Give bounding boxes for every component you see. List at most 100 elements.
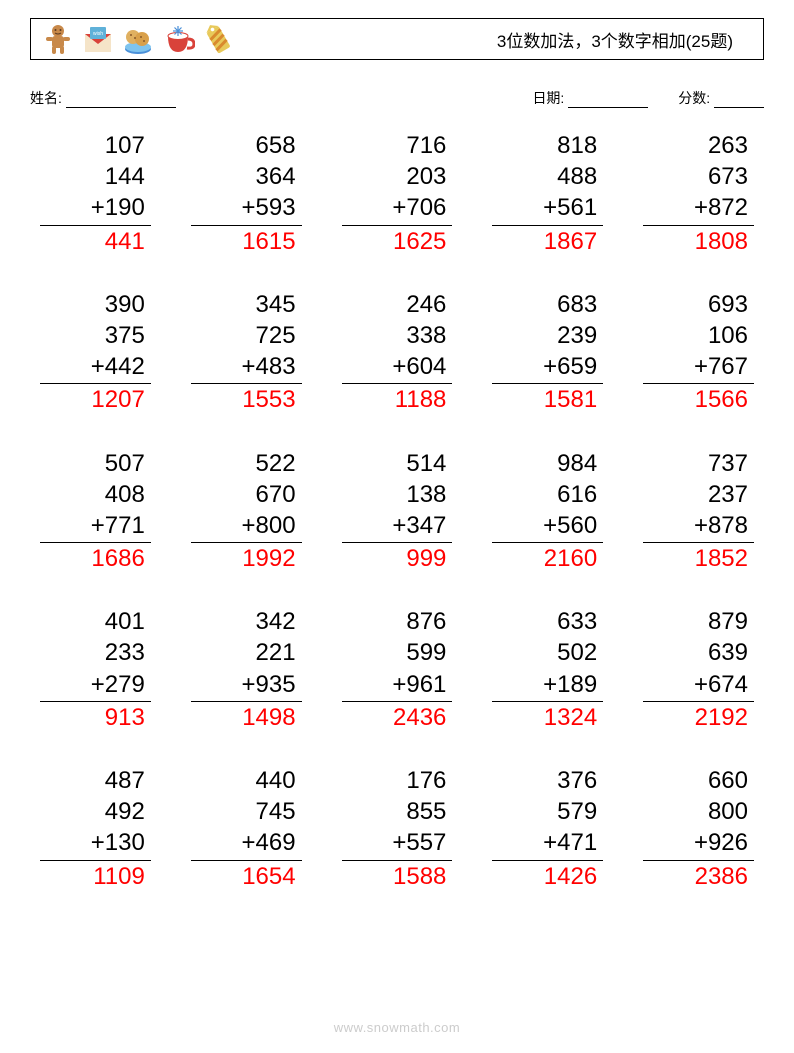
addend-2: 106: [643, 320, 754, 351]
addend-2: 408: [40, 479, 151, 510]
problem: 401233+279913: [40, 606, 151, 733]
addend-3: +442: [40, 351, 151, 384]
answer: 2386: [643, 861, 754, 892]
addend-2: 725: [191, 320, 302, 351]
answer: 1686: [40, 543, 151, 574]
problem: 176855+5571588: [342, 765, 453, 892]
addend-1: 263: [643, 130, 754, 161]
addend-2: 492: [40, 796, 151, 827]
cup-icon: [161, 22, 195, 56]
addend-1: 487: [40, 765, 151, 796]
addend-3: +471: [492, 827, 603, 860]
addend-2: 800: [643, 796, 754, 827]
problem: 818488+5611867: [492, 130, 603, 257]
addend-3: +189: [492, 669, 603, 702]
problem: 658364+5931615: [191, 130, 302, 257]
addend-2: 745: [191, 796, 302, 827]
problems-grid: 107144+190441658364+5931615716203+706162…: [40, 130, 754, 892]
problem: 984616+5602160: [492, 448, 603, 575]
answer: 2436: [342, 702, 453, 733]
addend-3: +878: [643, 510, 754, 543]
addend-2: 639: [643, 637, 754, 668]
problem: 390375+4421207: [40, 289, 151, 416]
addend-3: +800: [191, 510, 302, 543]
answer: 1654: [191, 861, 302, 892]
answer: 913: [40, 702, 151, 733]
addend-3: +130: [40, 827, 151, 860]
problem: 514138+347999: [342, 448, 453, 575]
problem: 507408+7711686: [40, 448, 151, 575]
answer: 1566: [643, 384, 754, 415]
name-underline: [66, 94, 176, 108]
addend-1: 376: [492, 765, 603, 796]
addend-1: 514: [342, 448, 453, 479]
score-field: 分数:: [678, 88, 764, 108]
addend-3: +279: [40, 669, 151, 702]
header-box: wish: [30, 18, 764, 60]
addend-1: 440: [191, 765, 302, 796]
addend-1: 633: [492, 606, 603, 637]
answer: 1808: [643, 226, 754, 257]
addend-1: 818: [492, 130, 603, 161]
answer: 1867: [492, 226, 603, 257]
problem: 716203+7061625: [342, 130, 453, 257]
addend-1: 176: [342, 765, 453, 796]
addend-1: 984: [492, 448, 603, 479]
addend-3: +469: [191, 827, 302, 860]
problem: 693106+7671566: [643, 289, 754, 416]
problem: 737237+8781852: [643, 448, 754, 575]
addend-1: 345: [191, 289, 302, 320]
answer: 2160: [492, 543, 603, 574]
addend-3: +604: [342, 351, 453, 384]
addend-2: 237: [643, 479, 754, 510]
addend-3: +771: [40, 510, 151, 543]
addend-2: 233: [40, 637, 151, 668]
addend-2: 144: [40, 161, 151, 192]
addend-3: +935: [191, 669, 302, 702]
envelope-icon: wish: [81, 22, 115, 56]
addend-2: 221: [191, 637, 302, 668]
addend-2: 502: [492, 637, 603, 668]
answer: 1852: [643, 543, 754, 574]
problem: 633502+1891324: [492, 606, 603, 733]
addend-1: 107: [40, 130, 151, 161]
problem: 487492+1301109: [40, 765, 151, 892]
date-field: 日期:: [532, 88, 648, 108]
addend-1: 716: [342, 130, 453, 161]
problem: 342221+9351498: [191, 606, 302, 733]
answer: 1188: [342, 384, 453, 415]
addend-1: 737: [643, 448, 754, 479]
problem: 876599+9612436: [342, 606, 453, 733]
addend-2: 673: [643, 161, 754, 192]
addend-1: 246: [342, 289, 453, 320]
answer: 1588: [342, 861, 453, 892]
problem: 376579+4711426: [492, 765, 603, 892]
addend-2: 488: [492, 161, 603, 192]
answer: 1625: [342, 226, 453, 257]
answer: 1324: [492, 702, 603, 733]
worksheet-title: 3位数加法，3个数字相加(25题): [497, 27, 733, 52]
answer: 441: [40, 226, 151, 257]
answer: 1426: [492, 861, 603, 892]
addend-2: 203: [342, 161, 453, 192]
addend-1: 693: [643, 289, 754, 320]
addend-3: +926: [643, 827, 754, 860]
score-underline: [714, 94, 764, 108]
cookies-icon: [121, 22, 155, 56]
addend-1: 879: [643, 606, 754, 637]
problem: 440745+4691654: [191, 765, 302, 892]
header-icons: wish: [41, 22, 235, 56]
problem: 263673+8721808: [643, 130, 754, 257]
addend-3: +347: [342, 510, 453, 543]
addend-2: 138: [342, 479, 453, 510]
answer: 1498: [191, 702, 302, 733]
problem: 345725+4831553: [191, 289, 302, 416]
addend-3: +872: [643, 192, 754, 225]
addend-1: 401: [40, 606, 151, 637]
problem: 246338+6041188: [342, 289, 453, 416]
addend-1: 658: [191, 130, 302, 161]
info-line: 姓名: 日期: 分数:: [30, 88, 764, 108]
problem: 522670+8001992: [191, 448, 302, 575]
answer: 1992: [191, 543, 302, 574]
addend-1: 683: [492, 289, 603, 320]
